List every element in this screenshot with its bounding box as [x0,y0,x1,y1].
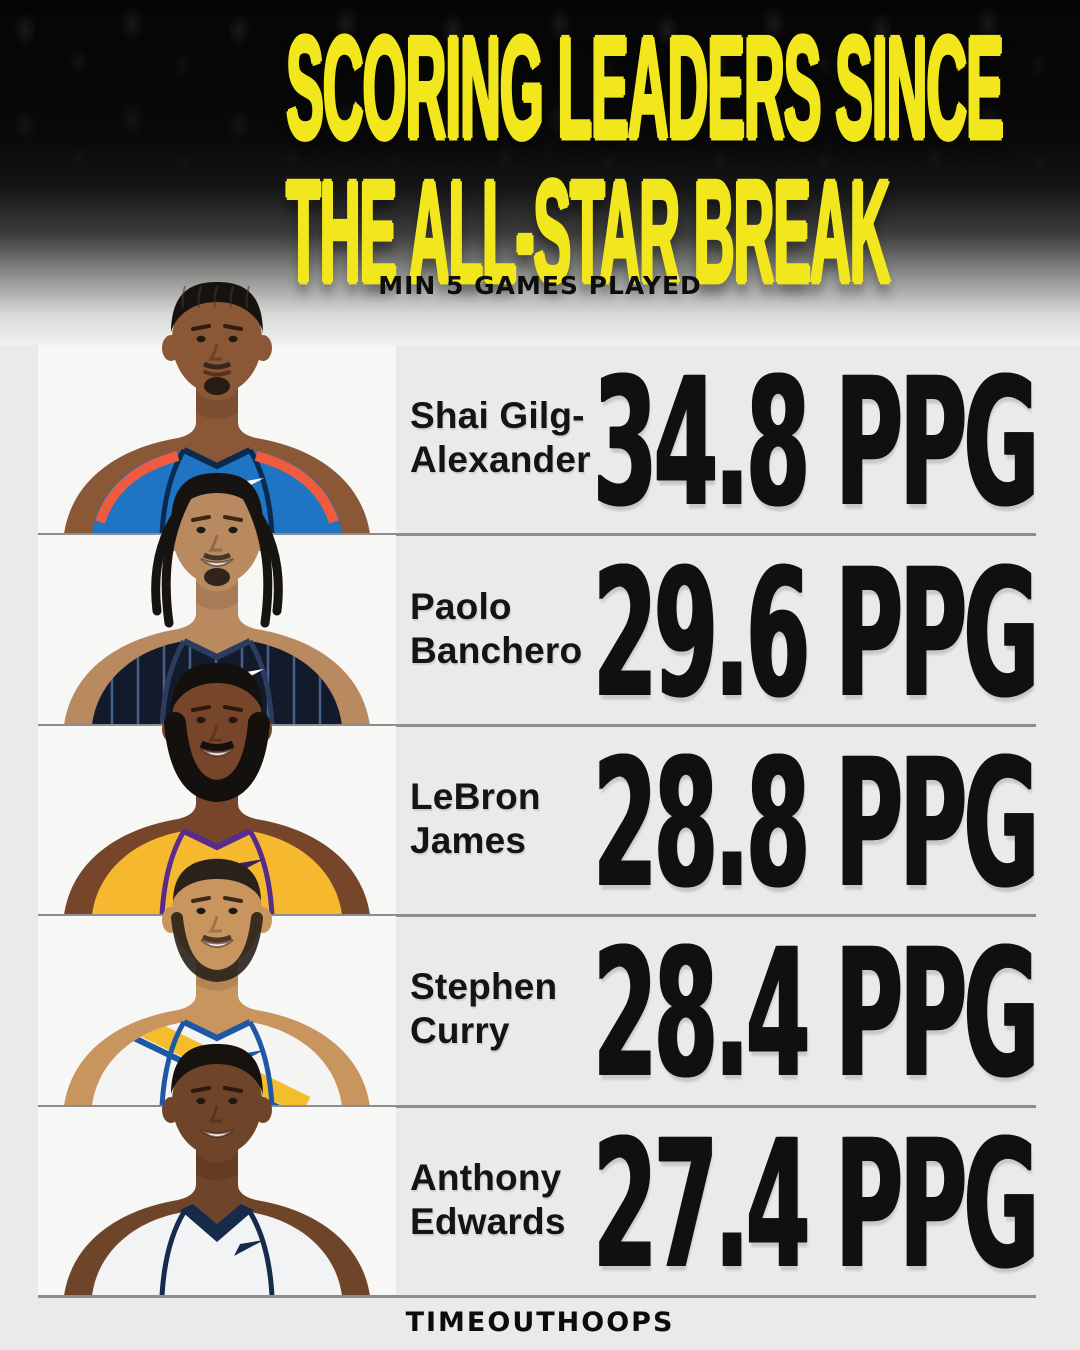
player-avatar-illustration [64,472,370,725]
player-avatar-illustration [64,282,370,535]
brand-watermark: TIMEOUTHOOPS [405,1307,675,1338]
player-name-line2: Edwards [410,1201,566,1243]
player-row: Anthony Edwards 27.4 PPG [0,1044,1080,1308]
player-name-line2: James [410,820,527,862]
player-name-line1: Paolo [410,585,512,627]
page-title: SCORING LEADERS SINCE THE ALL-STAR BREAK [286,6,1004,314]
row-divider [38,1295,1036,1299]
player-name-line1: Anthony [410,1157,562,1199]
player-ppg-value: 27.4 PPG [593,1102,1039,1309]
player-row: LeBron James 28.8 PPG [0,663,1080,928]
player-photo [38,1044,396,1298]
player-name-line2: Banchero [410,629,583,671]
player-ppg-value: 28.8 PPG [593,721,1039,928]
player-ppg-value: 28.4 PPG [593,912,1039,1118]
player-name: LeBron James [410,775,541,863]
row-divider [38,914,1036,918]
row-divider [38,723,1036,727]
player-photo [38,663,396,917]
player-name-line1: Stephen [410,966,558,1008]
row-divider [38,533,1036,537]
player-avatar-illustration [64,1044,370,1297]
header: SCORING LEADERS SINCE THE ALL-STAR BREAK… [0,0,1080,345]
player-row: Shai Gilg- Alexander 34.8 PPG [0,282,1080,547]
player-name: Anthony Edwards [410,1156,566,1244]
player-name-line2: Curry [410,1010,510,1052]
player-name-line1: LeBron [410,776,541,818]
player-name-line1: Shai Gilg- [410,395,585,437]
scoring-leaders-list: Shai Gilg- Alexander 34.8 PPG Paolo Banchero… [0,282,1080,1308]
player-ppg-value: 29.6 PPG [593,531,1039,738]
player-name: Stephen Curry [410,966,557,1054]
player-name: Paolo Banchero [410,585,582,673]
title-line-1: SCORING LEADERS SINCE [286,6,1004,170]
player-photo [38,282,396,536]
title-line-2: THE ALL-STAR BREAK [286,150,890,314]
player-name-line2: Alexander [410,439,591,481]
crowd-texture-background [0,0,1080,345]
player-name: Shai Gilg- Alexander [410,394,591,482]
subtitle-min-games: MIN 5 GAMES PLAYED [378,271,702,300]
footer: TIMEOUTHOOPS [0,1297,1080,1350]
player-ppg-value: 34.8 PPG [593,340,1039,547]
row-divider [38,1104,1036,1108]
